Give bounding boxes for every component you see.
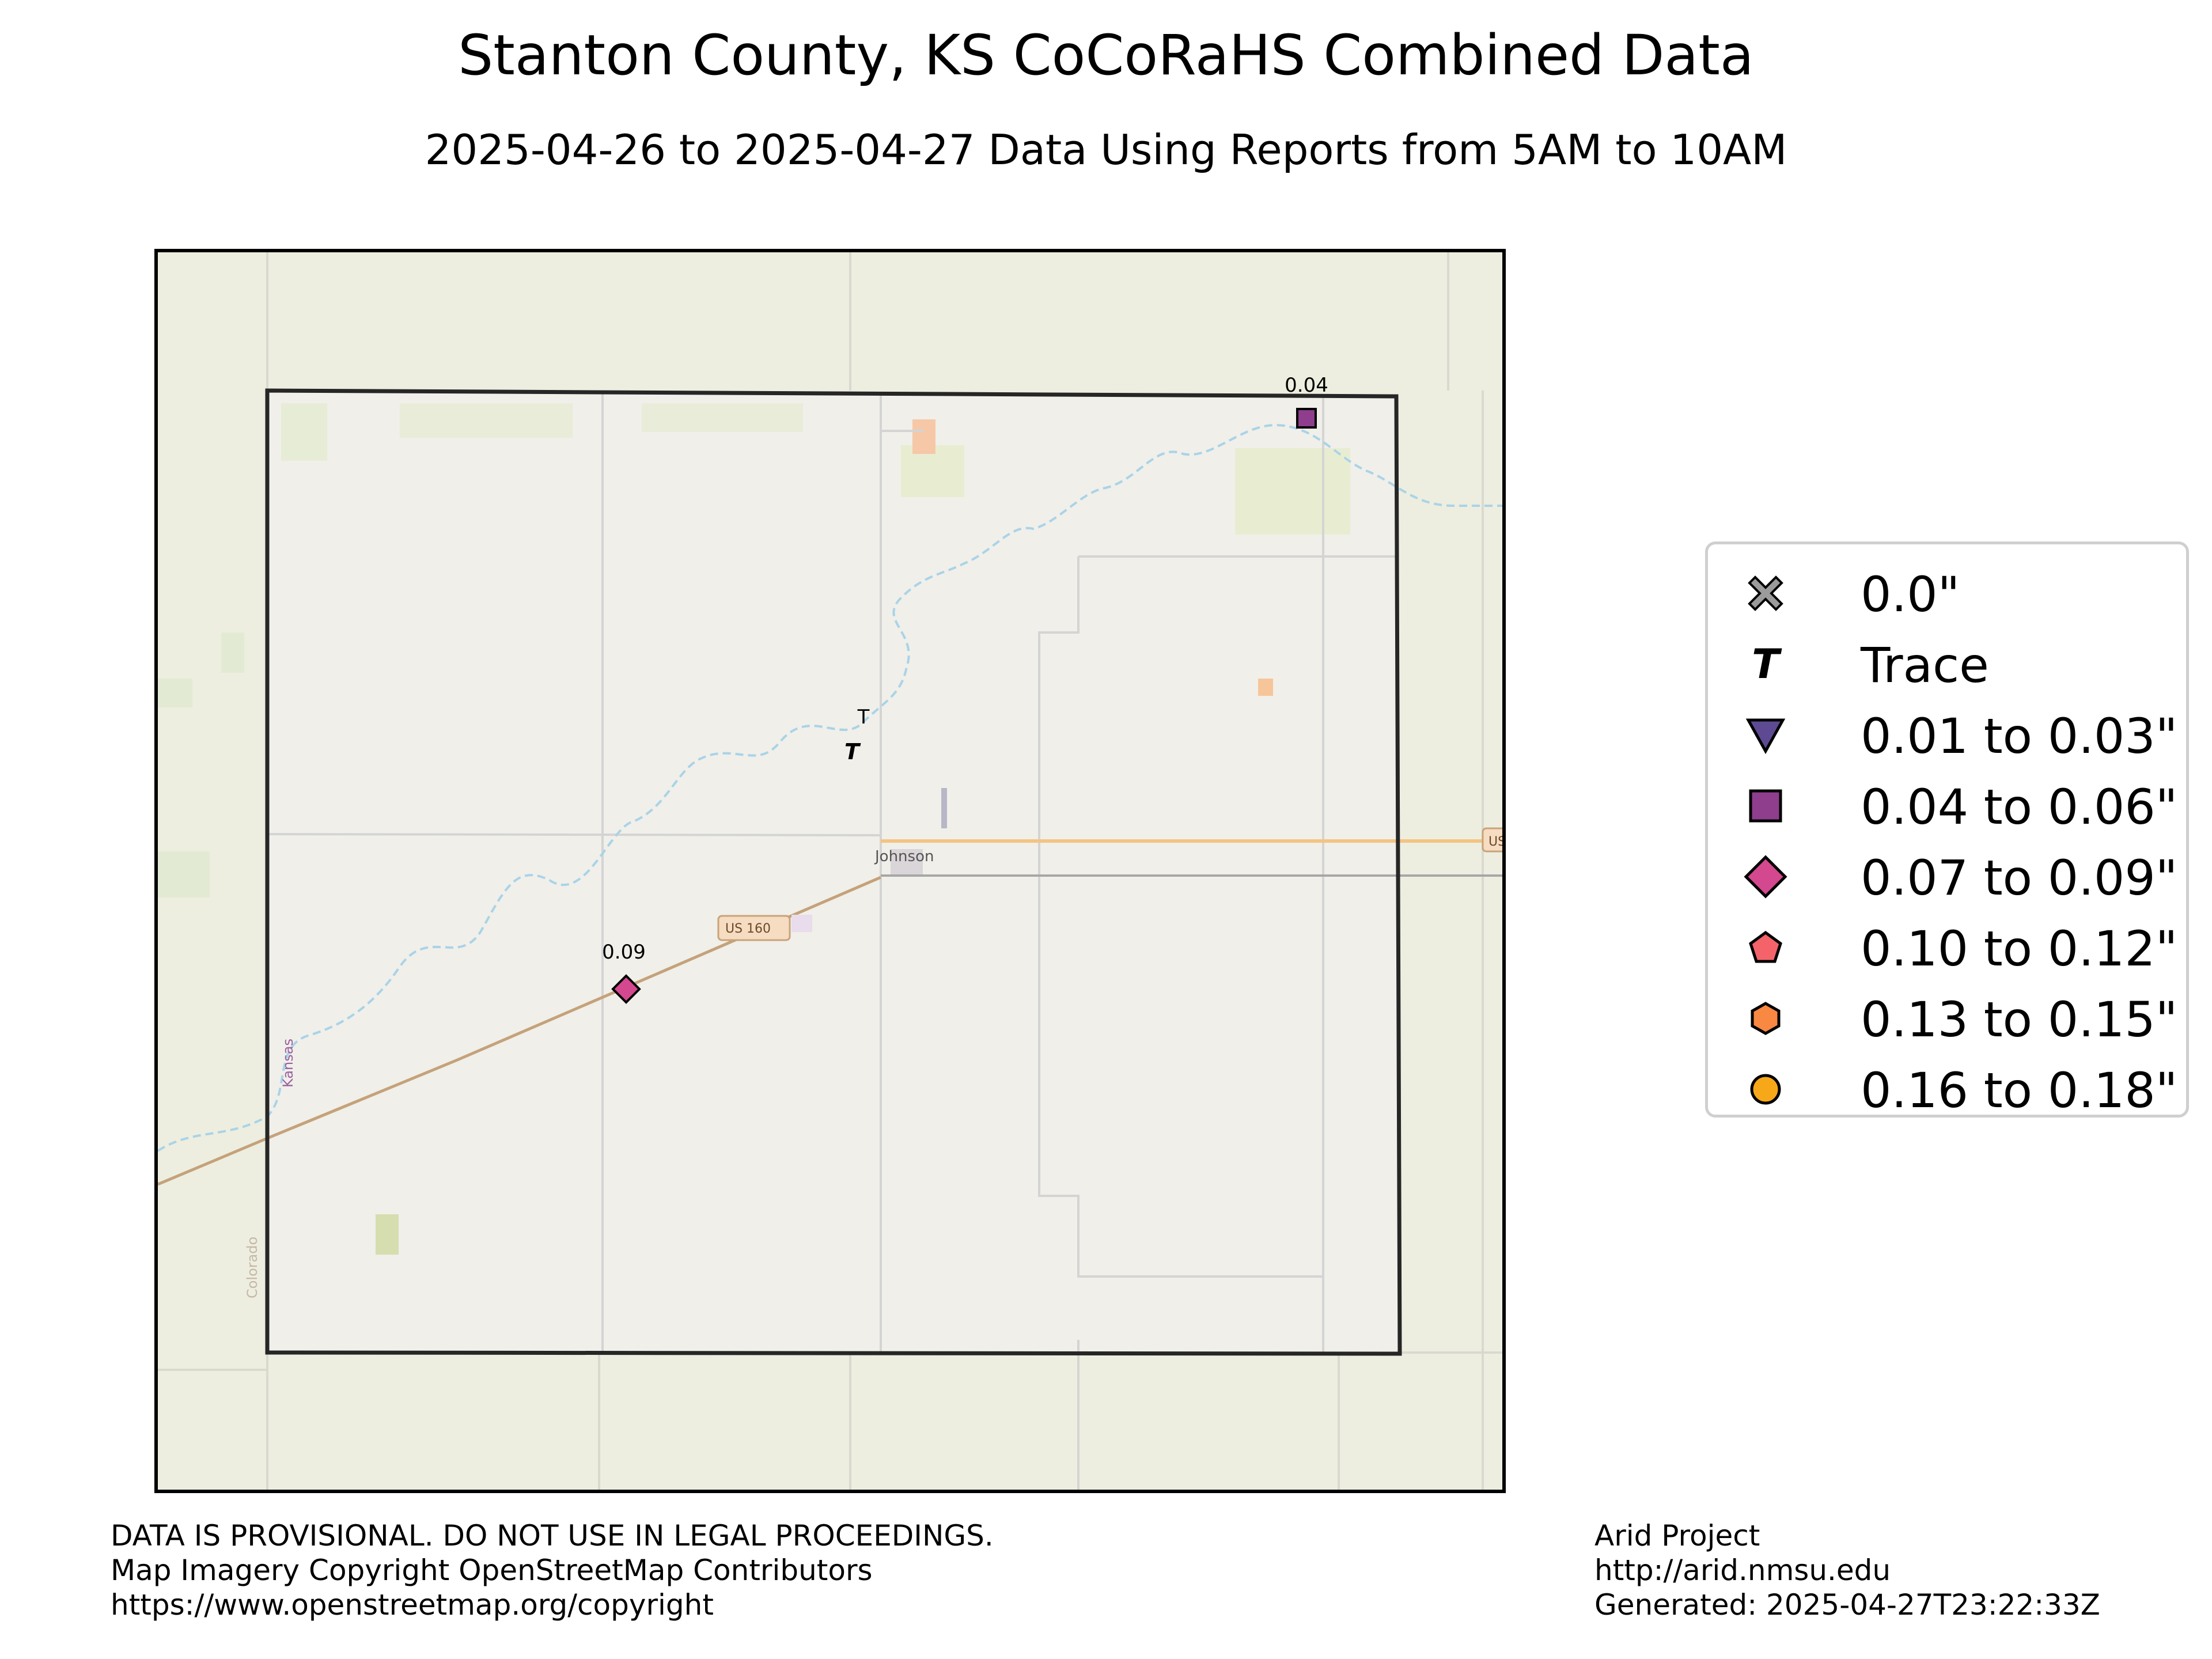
built-area (1258, 679, 1273, 696)
legend-label: 0.16 to 0.18" (1861, 1062, 2178, 1119)
footer-line: Map Imagery Copyright OpenStreetMap Cont… (111, 1554, 873, 1587)
legend-label: 0.0" (1861, 566, 1960, 623)
legend-label: 0.01 to 0.03" (1861, 708, 2178, 764)
legend-item: 0.13 to 0.15" (1708, 987, 2186, 1050)
legend-item: 0.16 to 0.18" (1708, 1058, 2186, 1121)
county-area (267, 391, 1400, 1354)
footer-line: Generated: 2025-04-27T23:22:33Z (1594, 1588, 2100, 1622)
legend-label: 0.10 to 0.12" (1861, 921, 2178, 977)
colorado-label: Colorado (244, 1237, 260, 1298)
land-patch (221, 632, 244, 673)
legend-label: 0.04 to 0.06" (1861, 779, 2178, 835)
town-feature (941, 788, 947, 828)
square-marker-icon (1296, 408, 1317, 429)
legend-item: 0.07 to 0.09" (1708, 845, 2186, 908)
map-subtitle: 2025-04-26 to 2025-04-27 Data Using Repo… (425, 126, 1787, 174)
legend-label: Trace (1861, 637, 1989, 694)
legend-item: 0.01 to 0.03" (1708, 703, 2186, 767)
built-area (912, 419, 935, 454)
us-160-highway (158, 876, 881, 1186)
square-icon (1749, 789, 1782, 823)
town-label: Johnson (874, 848, 934, 865)
land-patch (400, 403, 573, 438)
highway-shield-edge-label: US (1488, 835, 1502, 849)
station-south-west[interactable]: 0.09 (602, 941, 646, 1004)
station-north-east[interactable]: 0.04 (1285, 374, 1328, 429)
footer-link[interactable]: http://arid.nmsu.edu (1594, 1554, 1891, 1587)
land-patch (642, 403, 803, 432)
hexagon-icon (1751, 1002, 1781, 1035)
highway-shield-label: US 160 (725, 922, 771, 936)
land-patch (1235, 448, 1350, 535)
pentagon-icon (1749, 930, 1782, 963)
station-label: T (857, 706, 870, 729)
legend-item: 0.04 to 0.06" (1708, 774, 2186, 838)
station-label: 0.04 (1285, 374, 1328, 397)
land-patch (158, 679, 192, 707)
footer-line: DATA IS PROVISIONAL. DO NOT USE IN LEGAL… (111, 1519, 994, 1552)
legend-label: 0.07 to 0.09" (1861, 850, 2178, 906)
triangle-down-icon (1745, 718, 1786, 755)
highway-shield-edge (1482, 827, 1502, 853)
footer-disclaimer: DATA IS PROVISIONAL. DO NOT USE IN LEGAL… (111, 1518, 994, 1622)
land-patch (376, 1214, 399, 1255)
legend-label: 0.13 to 0.15" (1861, 991, 2178, 1048)
diamond-marker-icon (611, 974, 641, 1004)
map-title: Stanton County, KS CoCoRaHS Combined Dat… (458, 23, 1754, 88)
footer-credits: Arid Project http://arid.nmsu.edu Genera… (1594, 1518, 2100, 1622)
svg-text:T: T (1752, 641, 1782, 687)
diamond-icon (1744, 855, 1787, 899)
station-label: 0.09 (602, 941, 646, 964)
county-boundary (265, 388, 1402, 1356)
river-line (158, 423, 1502, 1152)
land-patch (158, 851, 210, 897)
legend-item: 0.10 to 0.12" (1708, 916, 2186, 979)
town-area (891, 849, 923, 874)
trace-t-icon: T (1752, 641, 1782, 687)
land-patch (281, 403, 327, 461)
legend-item: 0.0" (1708, 562, 2186, 625)
legend-item: T Trace (1708, 632, 2186, 696)
footer-line: Arid Project (1594, 1519, 1760, 1552)
kansas-label: Kansas (280, 1039, 296, 1088)
legend: 0.0" T Trace 0.01 to 0.03" 0.04 to 0.06"… (1705, 541, 2189, 1121)
trace-marker-icon: T (844, 739, 861, 764)
basemap-svg: Johnson US 160 US Kansas Colorado T T 0.… (158, 252, 1502, 1490)
footer-link[interactable]: https://www.openstreetmap.org/copyright (111, 1588, 714, 1622)
station-trace[interactable]: T T (844, 706, 870, 764)
map-panel[interactable]: Johnson US 160 US Kansas Colorado T T 0.… (154, 249, 1506, 1493)
highway-shield (717, 915, 791, 941)
x-icon (1748, 575, 1783, 611)
town-feature (791, 915, 812, 932)
circle-icon (1750, 1074, 1781, 1105)
